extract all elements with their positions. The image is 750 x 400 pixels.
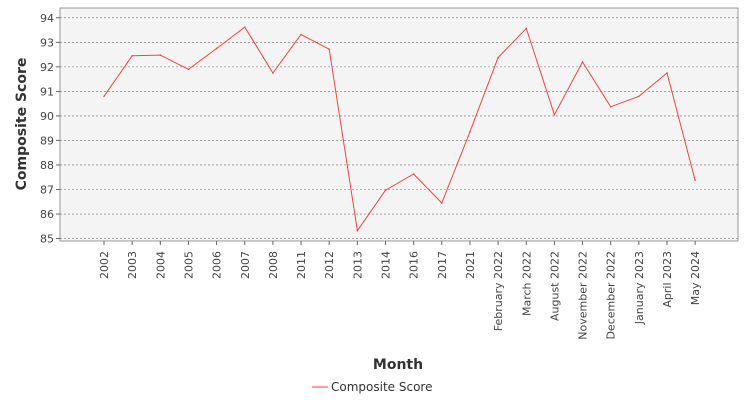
x-tick-label: August 2022 — [548, 251, 561, 321]
data-point — [243, 26, 246, 28]
x-tick-label: 2006 — [211, 251, 224, 279]
data-point — [581, 61, 584, 63]
x-axis-title: Month — [373, 357, 423, 373]
data-point — [159, 54, 162, 56]
data-point — [412, 173, 415, 175]
plot-area — [59, 7, 739, 242]
x-tick-label: 2008 — [267, 251, 280, 279]
data-point — [131, 55, 133, 57]
gridlines — [60, 17, 738, 239]
x-tick-label: 2005 — [182, 251, 195, 279]
data-point — [356, 229, 359, 232]
data-point — [187, 68, 190, 71]
data-point — [553, 113, 556, 116]
data-point — [638, 95, 640, 98]
data-point — [384, 189, 387, 192]
data-point — [525, 27, 528, 30]
y-tick-label: 90 — [40, 110, 54, 123]
y-tick-label: 94 — [40, 12, 54, 25]
y-tick-label: 87 — [40, 183, 54, 196]
x-tick-label: March 2022 — [520, 251, 533, 316]
y-tick-label: 88 — [40, 159, 54, 172]
y-tick-label: 89 — [40, 134, 54, 147]
y-tick-label: 93 — [40, 36, 54, 49]
x-tick-label: 2003 — [126, 251, 139, 279]
data-point — [497, 56, 499, 59]
x-tick-label: November 2022 — [577, 251, 590, 340]
x-tick-label: 2016 — [408, 251, 421, 279]
data-point — [609, 106, 612, 108]
data-point — [469, 131, 471, 133]
y-tick-label: 85 — [40, 233, 54, 246]
x-tick-label: April 2023 — [661, 251, 674, 308]
y-axis-title: Composite Score — [14, 58, 30, 191]
data-point — [215, 47, 218, 50]
y-tick-label: 91 — [40, 85, 54, 98]
x-tick-label: December 2022 — [605, 251, 618, 340]
series-line — [103, 26, 696, 233]
data-point — [300, 33, 302, 36]
x-tick-label: 2007 — [239, 251, 252, 279]
x-tick-label: 2013 — [351, 251, 364, 279]
legend: Composite Score — [312, 380, 432, 394]
x-tick-label: 2002 — [98, 251, 111, 279]
x-tick-label: 2017 — [436, 251, 449, 279]
x-tick-label: February 2022 — [492, 251, 505, 331]
y-axis-ticks: 85 86 87 88 89 90 91 92 93 94 — [40, 12, 60, 246]
y-tick-label: 92 — [40, 61, 54, 74]
x-tick-label: 2014 — [380, 251, 393, 279]
data-point — [666, 72, 668, 74]
x-tick-label: 2004 — [154, 251, 167, 279]
data-point — [694, 179, 696, 181]
data-point — [441, 202, 443, 204]
x-tick-label: January 2023 — [633, 251, 646, 325]
series-layer — [103, 26, 696, 233]
y-tick-label: 86 — [40, 208, 54, 221]
x-tick-label: May 2024 — [689, 251, 702, 305]
data-point — [103, 95, 105, 98]
x-tick-label: 2011 — [295, 251, 308, 279]
data-point — [328, 48, 331, 51]
x-axis-ticks: 2002 2003 2004 2005 2006 2007 2008 2011 2012 2013… — [98, 241, 702, 340]
legend-label: Composite Score — [331, 380, 432, 394]
x-tick-label: 2012 — [323, 251, 336, 279]
data-point — [272, 72, 274, 74]
x-tick-label: 2021 — [464, 251, 477, 279]
